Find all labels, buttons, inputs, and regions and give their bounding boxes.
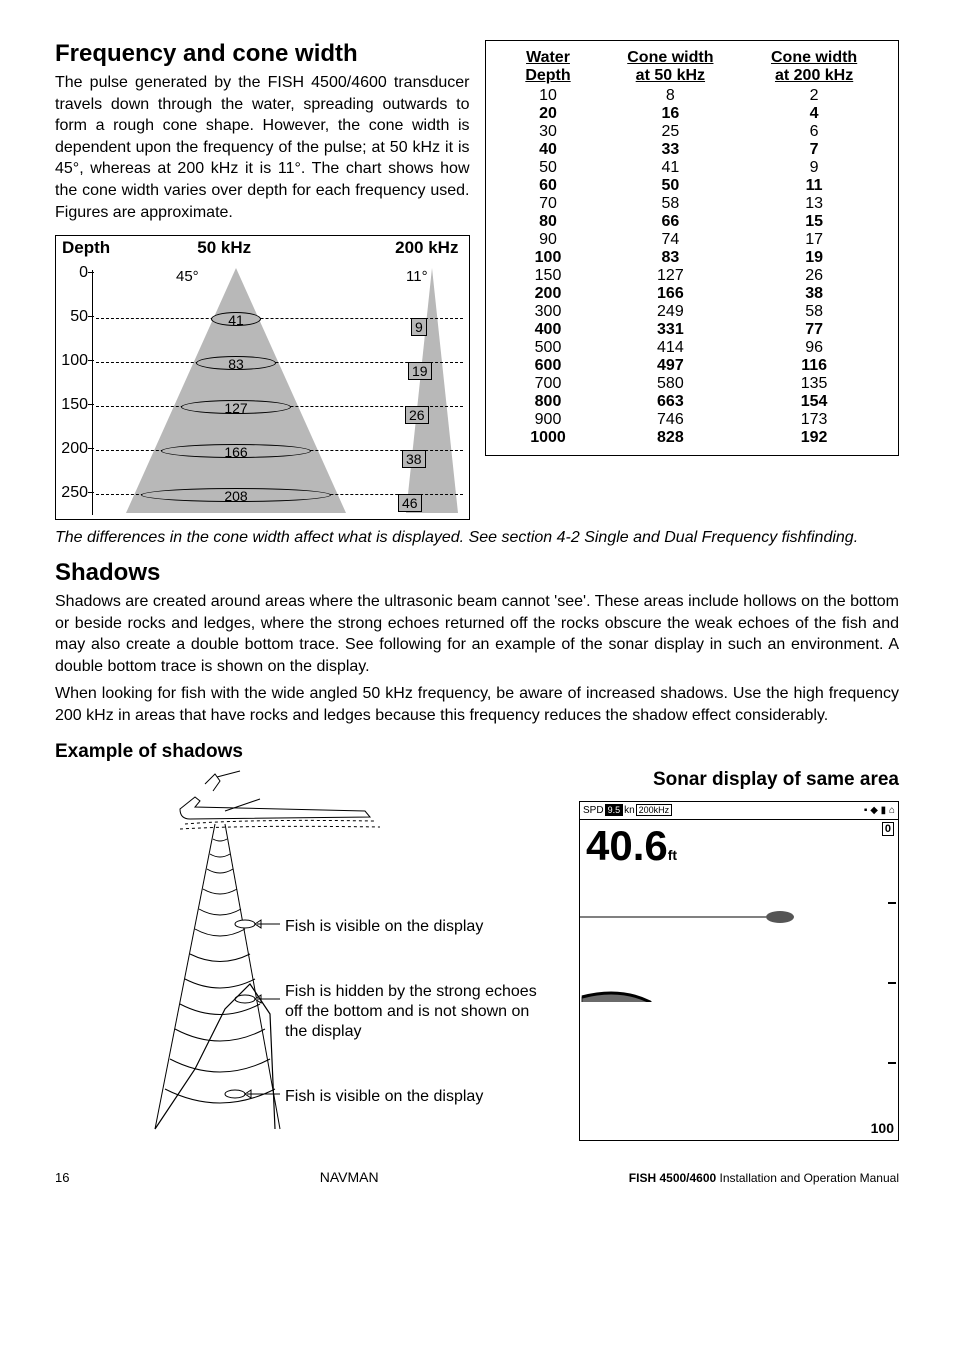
sonar-display: SPD 9.5 kn 200kHz ▪ ◆ ▮ ⌂ 40.6ft 0 100 xyxy=(579,801,899,1141)
label-fish-hidden: Fish is hidden by the strong echoes off … xyxy=(285,982,545,1042)
y-tick: 100 xyxy=(60,352,88,370)
table-row: 15012726 xyxy=(498,267,887,285)
angle-200-label: 11° xyxy=(406,268,428,285)
y-axis-line xyxy=(92,270,93,515)
sonar-display-title: Sonar display of same area xyxy=(523,769,899,791)
y-tick: 150 xyxy=(60,396,88,414)
y-tick: 0 xyxy=(60,264,88,282)
shadow-illustration: Fish is visible on the display Fish is h… xyxy=(55,769,515,1149)
footer-page: 16 xyxy=(55,1170,69,1185)
table-row: 600497116 xyxy=(498,357,887,375)
ellipse-200: 38 xyxy=(402,450,426,468)
sonar-bottom-trace xyxy=(580,802,900,1002)
table-row: 50419 xyxy=(498,159,887,177)
depth-cone-chart: Depth 50 kHz 200 kHz 45° 11° 0 50 100 150 20… xyxy=(55,235,470,520)
table-row: 605011 xyxy=(498,177,887,195)
chart-header-50: 50 kHz xyxy=(134,238,314,258)
chart-header-200: 200 kHz xyxy=(314,238,462,258)
footer-manual: FISH 4500/4600 Installation and Operatio… xyxy=(629,1171,899,1185)
sonar-scale-100: 100 xyxy=(871,1120,894,1136)
angle-50-label: 45° xyxy=(176,268,199,285)
ellipse-200: 46 xyxy=(398,494,422,512)
label-fish-visible-2: Fish is visible on the display xyxy=(285,1087,483,1107)
table-row: 806615 xyxy=(498,213,887,231)
table-row: 1000828192 xyxy=(498,429,887,447)
chart-header-depth: Depth xyxy=(62,238,134,258)
y-tick: 200 xyxy=(60,440,88,458)
frequency-body: The pulse generated by the FISH 4500/460… xyxy=(55,72,470,223)
shadows-body2: When looking for fish with the wide angl… xyxy=(55,683,899,726)
shadows-body1: Shadows are created around areas where t… xyxy=(55,591,899,677)
depth-dash xyxy=(96,318,463,319)
table-row: 30256 xyxy=(498,123,887,141)
cone-200khz xyxy=(406,268,458,513)
ellipse-200: 19 xyxy=(408,362,432,380)
cone-caption: The differences in the cone width affect… xyxy=(55,528,899,549)
section-title-frequency: Frequency and cone width xyxy=(55,40,470,68)
table-row: 1082 xyxy=(498,87,887,105)
table-row: 705813 xyxy=(498,195,887,213)
section-title-shadows: Shadows xyxy=(55,559,899,587)
table-header-depth: WaterDepth xyxy=(498,49,599,85)
table-row: 20164 xyxy=(498,105,887,123)
cone-width-table: WaterDepth Cone widthat 50 kHz Cone widt… xyxy=(485,40,900,456)
table-row: 30024958 xyxy=(498,303,887,321)
table-row: 40033177 xyxy=(498,321,887,339)
cone-50khz xyxy=(126,268,346,513)
ellipse-200: 26 xyxy=(405,406,429,424)
ellipse-200: 9 xyxy=(411,318,427,336)
table-row: 907417 xyxy=(498,231,887,249)
table-row: 20016638 xyxy=(498,285,887,303)
y-tick: 250 xyxy=(60,484,88,502)
table-row: 900746173 xyxy=(498,411,887,429)
table-row: 700580135 xyxy=(498,375,887,393)
label-fish-visible-1: Fish is visible on the display xyxy=(285,917,483,937)
footer-brand: NAVMAN xyxy=(320,1169,379,1185)
table-row: 50041496 xyxy=(498,339,887,357)
table-row: 800663154 xyxy=(498,393,887,411)
table-row: 40337 xyxy=(498,141,887,159)
table-header-200: Cone widthat 200 kHz xyxy=(742,49,886,85)
y-tick: 50 xyxy=(60,308,88,326)
example-title: Example of shadows xyxy=(55,741,899,763)
table-header-50: Cone widthat 50 kHz xyxy=(599,49,743,85)
table-row: 1008319 xyxy=(498,249,887,267)
